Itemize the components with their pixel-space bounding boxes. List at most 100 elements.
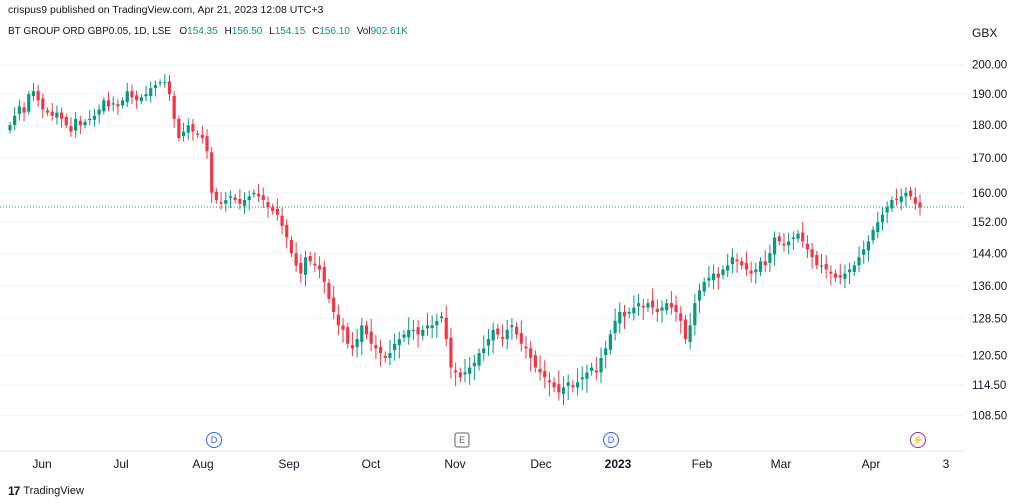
candle <box>716 266 720 290</box>
candle <box>397 331 401 359</box>
candlestick-chart[interactable]: GBX 200.00 190.00 180.00 170.00 160.00 152.00… <box>0 0 1024 480</box>
candle-body <box>294 253 298 266</box>
candle-body <box>322 266 326 282</box>
event-badge <box>910 432 926 448</box>
candle <box>468 356 472 385</box>
candle <box>360 318 364 356</box>
event-marker-dividend[interactable]: D <box>603 432 619 448</box>
candle-body <box>763 261 767 266</box>
candle-body <box>740 261 744 266</box>
candle-body <box>55 112 59 118</box>
candle-body <box>627 311 631 314</box>
event-label: D <box>608 435 615 445</box>
candle <box>735 253 739 273</box>
candle <box>327 278 331 304</box>
candle-body <box>552 382 556 388</box>
candle <box>289 235 294 258</box>
candle-body <box>838 275 842 278</box>
candle <box>590 362 594 376</box>
candle-body <box>894 198 899 201</box>
candle <box>529 340 533 372</box>
symbol-legend: BT GROUP ORD GBP0.05, 1D, LSE O154.35 H1… <box>8 26 412 37</box>
candle-body <box>402 334 406 338</box>
event-marker-earnings[interactable]: E <box>454 432 470 448</box>
candle-body <box>88 118 92 121</box>
candle-body <box>257 193 261 197</box>
candle-body <box>444 317 448 340</box>
candle <box>618 302 622 334</box>
candle <box>763 250 767 272</box>
candle-body <box>252 192 256 195</box>
candle <box>594 356 598 381</box>
candle <box>74 111 78 138</box>
candle-body <box>486 339 491 346</box>
tradingview-footer[interactable]: 17 TradingView <box>8 484 84 498</box>
candle <box>894 188 899 206</box>
candle <box>8 122 12 134</box>
candle-body <box>824 264 828 270</box>
candle <box>102 97 106 115</box>
candle <box>144 85 148 102</box>
candle-body <box>815 254 819 266</box>
candle-body <box>782 243 786 246</box>
candle-body <box>557 384 561 393</box>
candle-body <box>8 125 12 131</box>
y-tick-label: 114.50 <box>972 380 1006 392</box>
candle <box>561 376 566 406</box>
candle-body <box>608 334 613 350</box>
candle <box>153 80 158 97</box>
x-tick-label: Jul <box>113 457 128 471</box>
candle-body <box>655 308 659 312</box>
candle <box>111 96 115 112</box>
candle <box>407 317 411 345</box>
event-marker-split[interactable]: ⚡ <box>910 432 926 448</box>
candle <box>238 188 242 210</box>
candle-body <box>533 355 537 368</box>
event-marker-dividend[interactable]: D <box>206 432 222 448</box>
candle <box>693 293 697 336</box>
published-by-text: crispus9 published on TradingView.com, A… <box>8 4 324 16</box>
candle <box>196 130 200 139</box>
candle-body <box>561 387 566 394</box>
y-tick-label: 144.00 <box>972 248 1007 260</box>
event-markers[interactable]: D E D ⚡ <box>206 432 926 448</box>
candle-body <box>848 269 852 273</box>
candle-body <box>416 327 420 335</box>
candle-body <box>744 262 749 270</box>
candle <box>346 322 350 349</box>
candle-body <box>163 82 167 84</box>
candle-body <box>219 202 223 204</box>
time-axis[interactable]: Jun Jul Aug Sep Oct Nov Dec 2023 Feb Mar Apr 3 <box>32 457 949 471</box>
candle-body <box>111 103 115 105</box>
candle-body <box>407 329 411 338</box>
candle <box>641 298 645 320</box>
candle-body <box>801 232 805 242</box>
candle-body <box>191 124 195 132</box>
candle <box>665 298 669 315</box>
candle <box>271 203 275 215</box>
candle <box>880 206 885 231</box>
price-axis[interactable]: GBX 200.00 190.00 180.00 170.00 160.00 152.00… <box>972 26 1007 423</box>
candle-body <box>721 269 725 276</box>
candle-body <box>177 118 181 139</box>
candle <box>655 299 659 322</box>
candle-body <box>196 133 200 135</box>
open-value: 154.35 <box>187 26 218 37</box>
candle-body <box>749 270 753 274</box>
candle-body <box>393 343 397 351</box>
candle-body <box>871 229 875 241</box>
candle <box>355 328 359 358</box>
candle <box>242 192 247 214</box>
candle-body <box>116 104 120 107</box>
candle-body <box>496 328 500 335</box>
candle-body <box>590 367 594 371</box>
candle-body <box>772 237 777 255</box>
candle <box>88 110 92 126</box>
candle <box>636 293 641 316</box>
candle-body <box>505 329 509 340</box>
candle-body <box>866 241 871 251</box>
candle <box>904 187 908 207</box>
candle-body <box>613 320 617 334</box>
candle-body <box>31 91 36 96</box>
event-label: E <box>459 435 465 445</box>
